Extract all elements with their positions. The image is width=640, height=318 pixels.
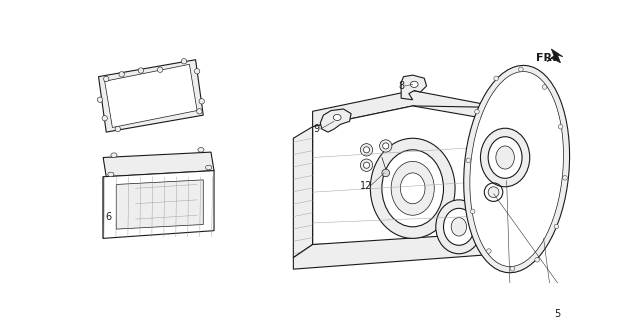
Ellipse shape: [195, 69, 200, 74]
Ellipse shape: [466, 158, 470, 162]
Ellipse shape: [199, 99, 204, 104]
Ellipse shape: [382, 169, 390, 177]
Polygon shape: [312, 91, 501, 127]
Ellipse shape: [181, 59, 187, 64]
Polygon shape: [293, 232, 513, 269]
Ellipse shape: [391, 161, 435, 215]
Polygon shape: [116, 180, 204, 229]
Polygon shape: [320, 109, 351, 132]
Polygon shape: [103, 152, 214, 177]
Ellipse shape: [371, 138, 455, 238]
Polygon shape: [401, 75, 427, 100]
Ellipse shape: [488, 187, 499, 197]
Ellipse shape: [486, 249, 491, 253]
Ellipse shape: [97, 97, 103, 102]
Ellipse shape: [364, 147, 369, 153]
Ellipse shape: [535, 258, 540, 262]
Ellipse shape: [108, 172, 114, 177]
Ellipse shape: [542, 85, 547, 89]
Ellipse shape: [157, 67, 163, 73]
Polygon shape: [103, 177, 106, 238]
Ellipse shape: [198, 148, 204, 152]
Ellipse shape: [510, 266, 515, 271]
Ellipse shape: [360, 144, 372, 156]
Ellipse shape: [481, 128, 530, 187]
Ellipse shape: [410, 81, 418, 87]
Polygon shape: [99, 60, 204, 132]
Ellipse shape: [360, 159, 372, 171]
Ellipse shape: [138, 68, 143, 73]
Ellipse shape: [451, 218, 467, 236]
Ellipse shape: [494, 76, 499, 81]
Text: 12: 12: [360, 181, 372, 191]
Ellipse shape: [518, 67, 523, 72]
Ellipse shape: [470, 72, 563, 266]
Polygon shape: [413, 106, 501, 242]
Ellipse shape: [488, 137, 522, 178]
Ellipse shape: [475, 109, 479, 114]
Ellipse shape: [436, 200, 482, 254]
Ellipse shape: [333, 114, 341, 121]
Ellipse shape: [119, 72, 124, 77]
Ellipse shape: [563, 176, 567, 180]
Polygon shape: [312, 106, 501, 245]
Text: 8: 8: [398, 81, 404, 91]
Polygon shape: [105, 64, 197, 128]
Ellipse shape: [380, 140, 392, 152]
Ellipse shape: [464, 66, 570, 273]
Ellipse shape: [102, 115, 108, 121]
Polygon shape: [551, 49, 563, 63]
Ellipse shape: [444, 208, 474, 245]
Text: 6: 6: [106, 212, 111, 222]
Text: FR.: FR.: [536, 53, 556, 63]
Ellipse shape: [364, 162, 369, 168]
Text: 9: 9: [314, 124, 319, 134]
Ellipse shape: [496, 146, 515, 169]
Ellipse shape: [205, 165, 212, 170]
Polygon shape: [103, 170, 214, 238]
Ellipse shape: [383, 143, 389, 149]
Ellipse shape: [104, 76, 109, 82]
Text: 5: 5: [554, 309, 561, 318]
Ellipse shape: [470, 209, 475, 214]
Polygon shape: [293, 127, 312, 258]
Ellipse shape: [196, 109, 202, 114]
Ellipse shape: [558, 124, 563, 129]
Ellipse shape: [111, 153, 117, 157]
Ellipse shape: [382, 150, 444, 227]
Ellipse shape: [115, 126, 120, 132]
Ellipse shape: [554, 224, 559, 229]
Ellipse shape: [401, 173, 425, 204]
